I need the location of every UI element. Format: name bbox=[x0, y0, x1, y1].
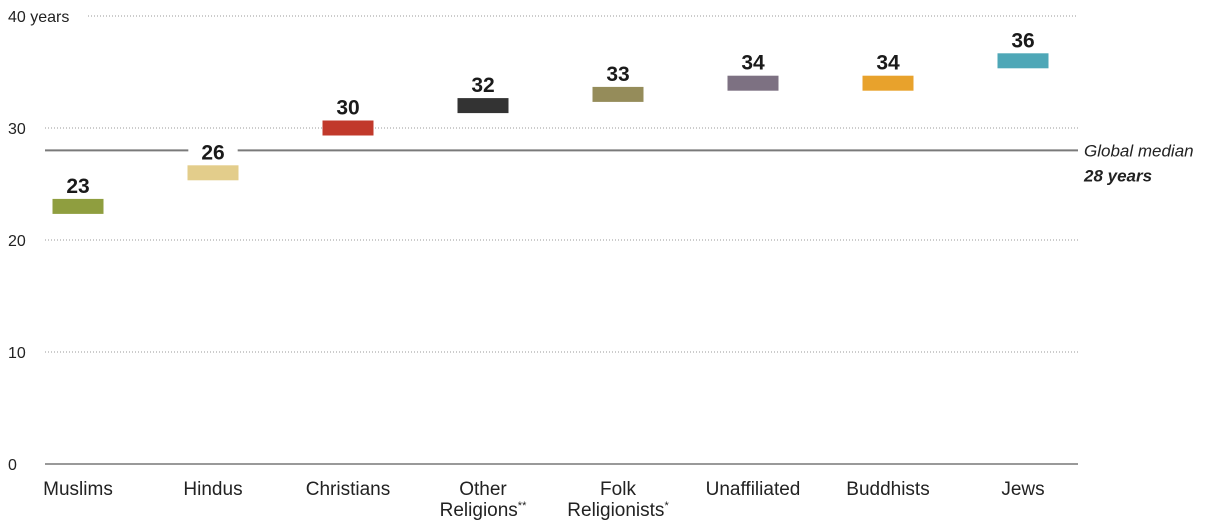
category-label: Folk bbox=[600, 479, 636, 500]
category-label: Christians bbox=[306, 479, 390, 500]
category-footnote-mark: ** bbox=[518, 500, 527, 512]
bar-marker bbox=[457, 98, 509, 114]
bar-marker bbox=[187, 165, 239, 181]
value-label: 33 bbox=[606, 63, 629, 86]
value-labels: 23 26 30 32 33 34 34 36 bbox=[66, 29, 1034, 198]
category-label: Muslims bbox=[43, 479, 113, 500]
global-median-label: Global median bbox=[1084, 141, 1194, 160]
category-label: Other bbox=[459, 479, 507, 500]
global-median-value: 28 years bbox=[1083, 166, 1152, 185]
y-tick-label: 0 bbox=[8, 457, 17, 474]
bar-marker bbox=[322, 120, 374, 136]
gridlines bbox=[45, 15, 1078, 353]
value-label: 36 bbox=[1011, 29, 1034, 52]
category-label: Buddhists bbox=[846, 479, 929, 500]
value-label: 23 bbox=[66, 175, 89, 198]
bar-marker bbox=[862, 75, 914, 91]
category-label: Religions** bbox=[440, 500, 527, 521]
category-label: Jews bbox=[1001, 479, 1044, 500]
y-tick-label: 40 years bbox=[8, 9, 69, 26]
value-label: 34 bbox=[876, 52, 900, 75]
y-axis-ticks: 0 10 20 30 40 years bbox=[8, 9, 69, 474]
category-label: Hindus bbox=[183, 479, 242, 500]
y-tick-label: 30 bbox=[8, 121, 26, 138]
y-tick-label: 10 bbox=[8, 345, 26, 362]
category-footnote-mark: * bbox=[664, 500, 669, 512]
bar-marker bbox=[592, 86, 644, 102]
bar-marks bbox=[52, 53, 1049, 214]
bar-marker bbox=[727, 75, 779, 91]
y-tick-label: 20 bbox=[8, 233, 26, 250]
bar-marker bbox=[997, 53, 1049, 69]
category-label: Religionists* bbox=[567, 500, 669, 521]
value-label: 34 bbox=[741, 52, 765, 75]
value-label: 26 bbox=[201, 141, 224, 164]
value-label: 30 bbox=[336, 97, 359, 120]
bar-marker bbox=[52, 198, 104, 214]
value-label: 32 bbox=[471, 74, 494, 97]
category-label: Unaffiliated bbox=[706, 479, 801, 500]
label-backing bbox=[188, 148, 238, 153]
